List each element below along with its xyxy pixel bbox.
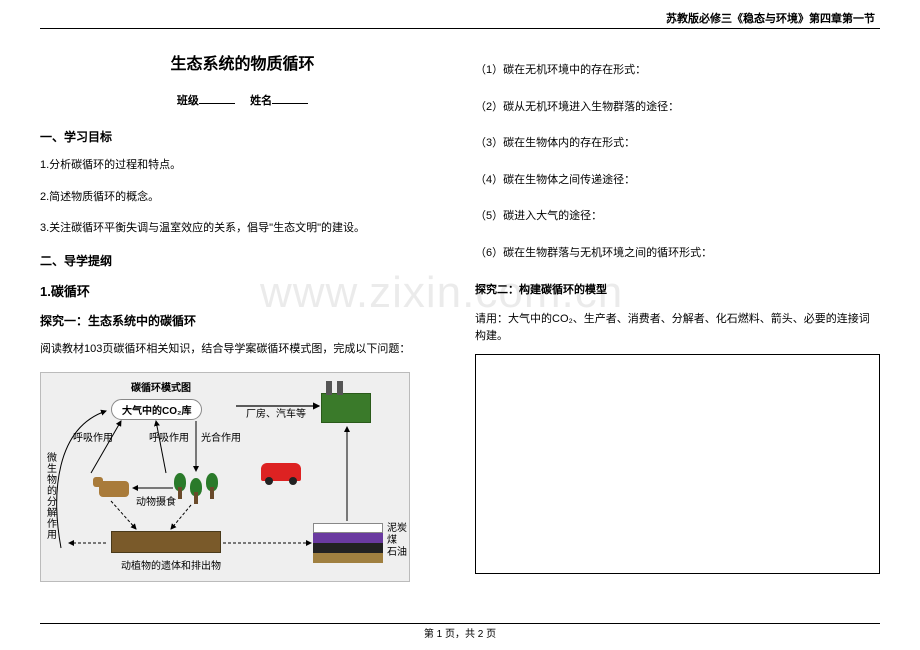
model-instruction: 请用：大气中的CO₂、生产者、消费者、分解者、化石燃料、箭头、必要的连接词构建。: [475, 311, 880, 344]
question-6: （6）碳在生物群落与无机环境之间的循环形式：: [475, 245, 880, 262]
cow-icon: [99, 481, 129, 497]
student-info-line: 班级 姓名: [40, 92, 445, 108]
photo-label: 光合作用: [201, 429, 241, 444]
explore1-heading: 探究一：生态系统中的碳循环: [40, 312, 445, 329]
doc-title: 生态系统的物质循环: [40, 50, 445, 74]
animal-eat-label: 动物摄食: [136, 493, 176, 508]
class-label: 班级: [177, 95, 199, 107]
remains-label: 动植物的遗体和排出物: [121, 557, 221, 572]
question-1: （1）碳在无机环境中的存在形式：: [475, 62, 880, 79]
factory-label: 厂房、汽车等: [246, 405, 306, 420]
section2-heading: 二、导学提纲: [40, 252, 445, 269]
question-3: （3）碳在生物体内的存在形式：: [475, 135, 880, 152]
header-text: 苏教版必修三《稳态与环境》第四章第一节: [666, 10, 875, 26]
question-2: （2）碳从无机环境进入生物群落的途径：: [475, 99, 880, 116]
name-blank: [272, 92, 308, 104]
goal-2: 2.简述物质循环的概念。: [40, 189, 445, 207]
name-label: 姓名: [250, 95, 272, 107]
remains-block: [111, 531, 221, 553]
diagram-title: 碳循环模式图: [131, 379, 191, 394]
tree-icon-3: [203, 473, 221, 499]
question-5: （5）碳进入大气的途径：: [475, 208, 880, 225]
factory-icon: [321, 393, 371, 423]
explore2-heading: 探究二：构建碳循环的模型: [475, 281, 880, 297]
footer-page: 第 1 页，共 2 页: [0, 625, 920, 640]
carbon-cycle-diagram: 碳循环模式图 大气中的CO₂库 厂房、汽车等 呼吸作用 呼吸作用 光合作用 微生…: [40, 372, 410, 582]
resp-label-2: 呼吸作用: [149, 429, 189, 444]
car-icon: [261, 463, 301, 481]
goal-1: 1.分析碳循环的过程和特点。: [40, 157, 445, 175]
class-blank: [199, 92, 235, 104]
left-column: 生态系统的物质循环 班级 姓名 一、学习目标 1.分析碳循环的过程和特点。 2.…: [40, 40, 445, 610]
footer-divider: [40, 623, 880, 624]
goal-3: 3.关注碳循环平衡失调与温室效应的关系，倡导"生态文明"的建设。: [40, 220, 445, 238]
read-instruction: 阅读教材103页碳循环相关知识，结合导学案碳循环模式图，完成以下问题：: [40, 341, 445, 359]
resp-label-1: 呼吸作用: [73, 429, 113, 444]
fossil-strata-icon: [313, 523, 383, 563]
header-divider: [40, 28, 880, 29]
page-columns: 生态系统的物质循环 班级 姓名 一、学习目标 1.分析碳循环的过程和特点。 2.…: [40, 40, 880, 610]
right-column: （1）碳在无机环境中的存在形式： （2）碳从无机环境进入生物群落的途径： （3）…: [475, 40, 880, 610]
fossil-label: 泥炭 煤 石油: [387, 523, 407, 559]
section2-sub: 1.碳循环: [40, 281, 445, 300]
decomp-label: 微生物的分解作用: [47, 453, 57, 541]
model-answer-box: [475, 354, 880, 574]
co2-pool-label: 大气中的CO₂库: [111, 399, 202, 420]
question-4: （4）碳在生物体之间传递途径：: [475, 172, 880, 189]
section1-heading: 一、学习目标: [40, 128, 445, 145]
smokestack-icon-2: [337, 381, 343, 395]
smokestack-icon: [326, 381, 332, 395]
